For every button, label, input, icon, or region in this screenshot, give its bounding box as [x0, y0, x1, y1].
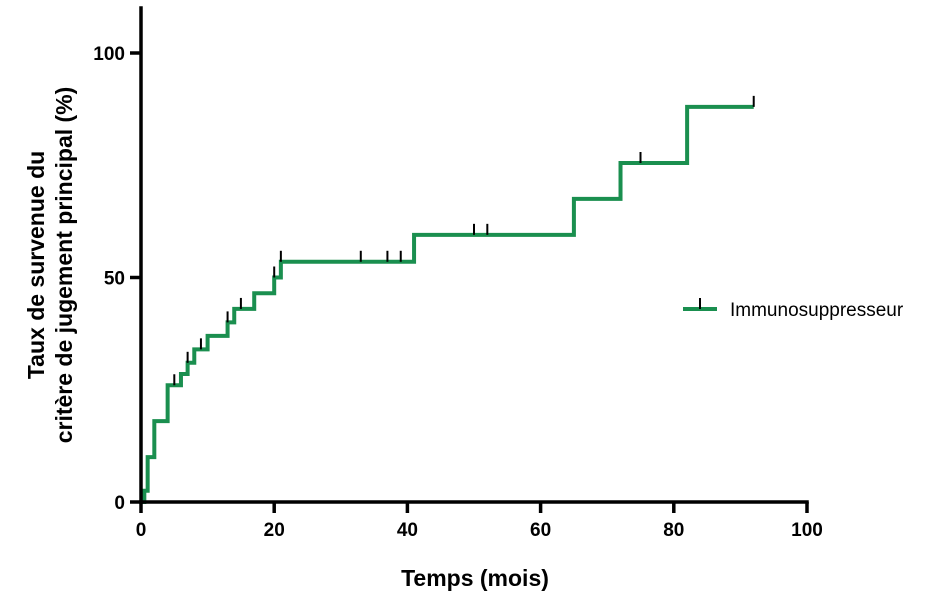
series-step-line: [141, 104, 754, 504]
x-tick-label: 40: [397, 520, 418, 541]
axes: 0 20 40 60 80 100 0 50 100: [93, 6, 823, 541]
x-tick-label: 20: [264, 520, 285, 541]
y-axis-title-line-1: Taux de survenue du: [23, 151, 49, 379]
x-tick-label: 100: [791, 520, 823, 541]
y-tick-label: 50: [104, 269, 125, 290]
x-axis-title: Temps (mois): [401, 565, 549, 591]
legend-label: Immunosuppresseur: [730, 300, 904, 321]
plot-area: [141, 95, 755, 504]
y-tick-label: 0: [114, 493, 125, 514]
x-tick-label: 80: [663, 520, 684, 541]
y-tick-label: 100: [93, 44, 125, 65]
legend: Immunosuppresseur: [683, 298, 904, 321]
y-axis-title-line-2: critère de jugement principal (%): [51, 87, 77, 444]
x-tick-label: 60: [530, 520, 551, 541]
x-tick-label: 0: [136, 520, 147, 541]
